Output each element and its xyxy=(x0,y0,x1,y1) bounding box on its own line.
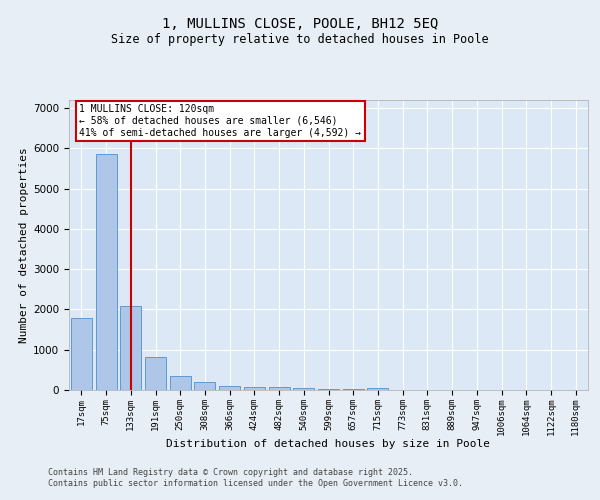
Bar xyxy=(95,154,116,390)
Text: 1 MULLINS CLOSE: 120sqm
← 58% of detached houses are smaller (6,546)
41% of semi: 1 MULLINS CLOSE: 120sqm ← 58% of detache… xyxy=(79,104,361,138)
Bar xyxy=(120,306,141,390)
Bar xyxy=(145,357,166,390)
Bar xyxy=(194,382,215,390)
Bar xyxy=(318,388,339,390)
Bar xyxy=(244,387,265,390)
Y-axis label: Number of detached properties: Number of detached properties xyxy=(19,147,29,343)
Bar xyxy=(293,388,314,390)
Text: Size of property relative to detached houses in Poole: Size of property relative to detached ho… xyxy=(111,32,489,46)
Bar xyxy=(71,318,92,390)
Bar xyxy=(367,388,388,390)
X-axis label: Distribution of detached houses by size in Poole: Distribution of detached houses by size … xyxy=(167,440,491,450)
Bar xyxy=(170,376,191,390)
Bar xyxy=(343,389,364,390)
Text: 1, MULLINS CLOSE, POOLE, BH12 5EQ: 1, MULLINS CLOSE, POOLE, BH12 5EQ xyxy=(162,18,438,32)
Text: Contains HM Land Registry data © Crown copyright and database right 2025.
Contai: Contains HM Land Registry data © Crown c… xyxy=(48,468,463,487)
Bar xyxy=(219,386,240,390)
Bar xyxy=(269,388,290,390)
